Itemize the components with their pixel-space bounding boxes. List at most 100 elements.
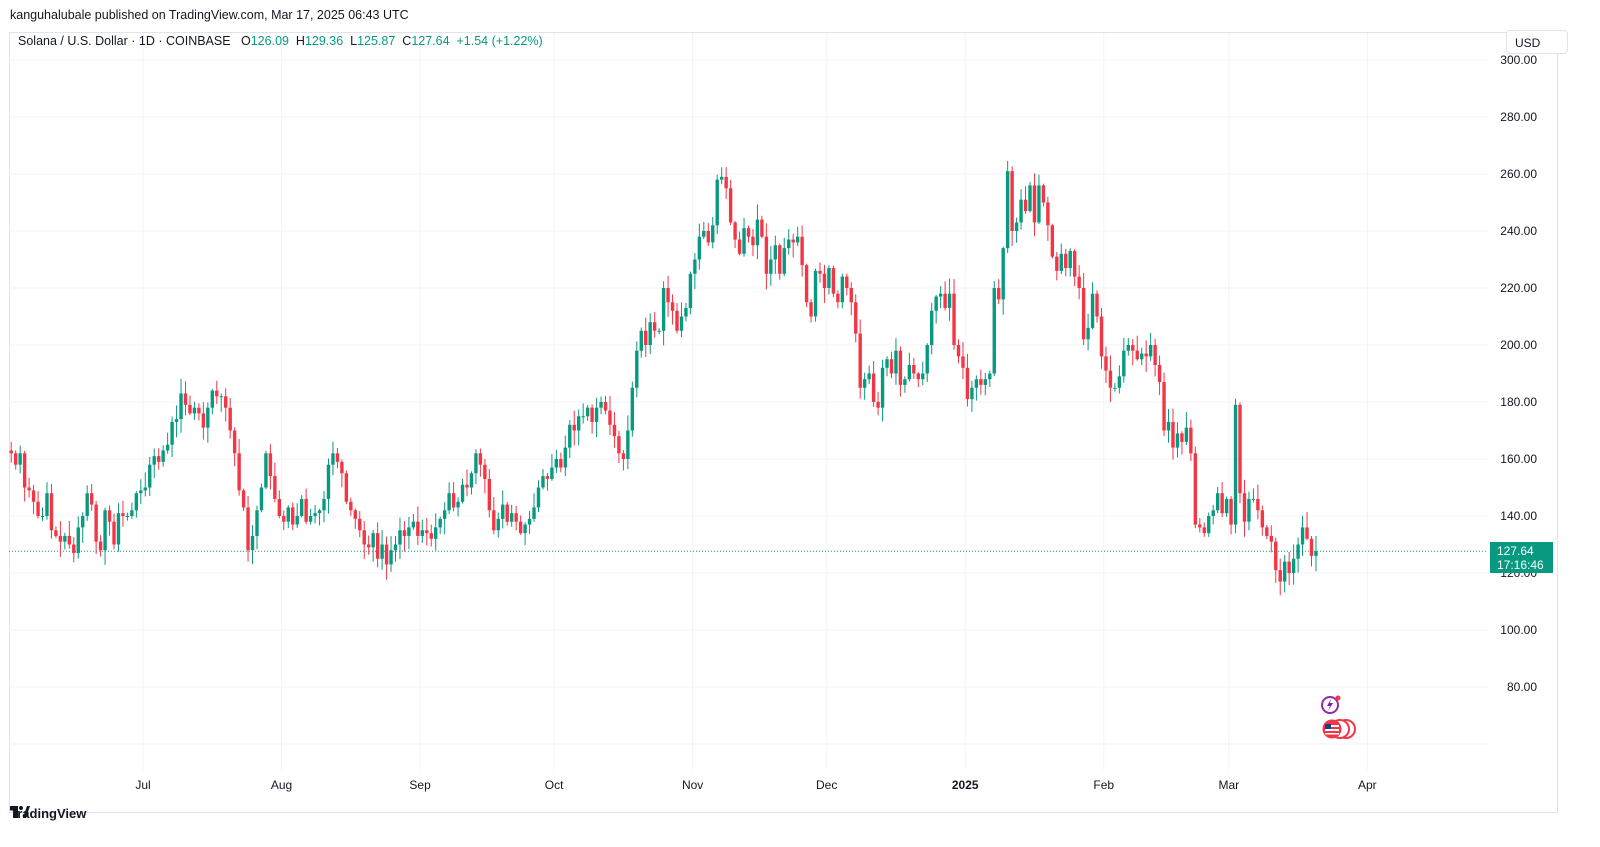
candle-body (438, 518, 442, 528)
candle-body (425, 530, 429, 534)
tradingview-footer[interactable]: TradingView (10, 806, 86, 821)
candle-body (380, 544, 384, 559)
candle-body (259, 487, 264, 511)
candle-body (988, 373, 992, 380)
candle-body (1202, 527, 1206, 534)
candle-body (1229, 498, 1233, 525)
candle-body (487, 478, 492, 511)
candle-body (130, 510, 134, 516)
flag-icon[interactable] (1320, 718, 1360, 740)
candle-body (764, 236, 769, 274)
candle-body (737, 239, 742, 254)
candle-body (514, 513, 518, 522)
candle-body (210, 390, 215, 408)
candle-body (657, 330, 661, 332)
candle-body (947, 293, 952, 308)
candle-body (518, 521, 523, 534)
candle-body (1014, 222, 1019, 231)
candle-body (76, 527, 80, 554)
y-tick-label: 260.00 (1500, 167, 1537, 181)
candle-body (241, 490, 246, 508)
currency-button[interactable]: USD (1506, 30, 1568, 54)
x-tick-label: Mar (1219, 778, 1240, 792)
candle-body (1162, 382, 1166, 431)
candle-body (577, 416, 581, 431)
candle-body (1247, 498, 1251, 522)
candle-body (590, 407, 594, 422)
candle-body (568, 424, 572, 448)
candle-body (1059, 253, 1063, 271)
candle-body (152, 456, 156, 465)
candle-body (353, 510, 357, 519)
candle-body (277, 498, 282, 516)
candle-body (818, 270, 822, 274)
candle-body (509, 513, 514, 522)
candle-body (1282, 561, 1287, 582)
candle-body (31, 490, 36, 502)
sparkle-icon[interactable] (1318, 694, 1342, 716)
candle-body (916, 373, 920, 380)
candle-body (787, 239, 791, 249)
candle-body (594, 407, 599, 422)
candle-body (1019, 199, 1023, 223)
candle-body (326, 464, 331, 499)
candle-body (1086, 327, 1090, 340)
candle-body (1198, 524, 1202, 528)
low-value: 125.87 (357, 34, 396, 48)
candle-body (970, 387, 974, 400)
candle-body (197, 407, 201, 414)
candle-body (934, 296, 938, 311)
candle-body (791, 239, 795, 243)
candle-body (979, 379, 983, 385)
candle-body (429, 533, 433, 539)
candle-body (795, 236, 800, 243)
publisher-line: kanguhalubale published on TradingView.c… (10, 8, 409, 22)
candle-body (179, 393, 183, 420)
candle-body (496, 518, 500, 531)
candle-body (112, 521, 116, 545)
bar-countdown: 17:16:46 (1497, 558, 1544, 572)
candle-body (291, 507, 295, 525)
candle-body (617, 436, 621, 454)
brand-name: TradingView (10, 806, 87, 821)
candle-body (478, 453, 483, 465)
candle-body (965, 367, 970, 400)
candle-body (670, 302, 675, 311)
candle-body (983, 379, 988, 385)
candle-body (1278, 570, 1282, 582)
x-tick-label: 2025 (952, 778, 979, 792)
candle-body (1099, 316, 1104, 357)
candle-body (1140, 353, 1144, 360)
candle-body (724, 176, 728, 189)
candle-body (215, 390, 219, 397)
candle-body (675, 310, 679, 331)
candle-body (89, 493, 94, 505)
candle-body (1296, 544, 1300, 559)
candle-body (192, 407, 197, 414)
x-tick-label: Feb (1093, 778, 1114, 792)
candle-body (559, 459, 563, 468)
candle-body (255, 510, 259, 536)
candle-body (1023, 199, 1028, 212)
candle-body (384, 544, 389, 565)
change-value: +1.54 (+1.22%) (456, 34, 543, 48)
candle-body (45, 493, 49, 516)
candle-body (527, 518, 532, 525)
candle-body (1224, 498, 1229, 514)
candle-body (246, 507, 250, 551)
candle-body (581, 416, 585, 418)
candle-body (921, 373, 925, 380)
high-label: H (295, 34, 305, 48)
candle-body (317, 510, 322, 514)
symbol-name: Solana / U.S. Dollar · 1D · COINBASE (18, 34, 231, 48)
candle-body (170, 421, 174, 445)
candle-body (1095, 293, 1099, 317)
candle-body (612, 424, 617, 437)
candle-body (845, 276, 849, 288)
close-value: 127.64 (411, 34, 450, 48)
candle-body (94, 504, 98, 542)
candle-body (635, 350, 639, 388)
candle-body (854, 302, 858, 334)
candle-body (206, 407, 210, 428)
